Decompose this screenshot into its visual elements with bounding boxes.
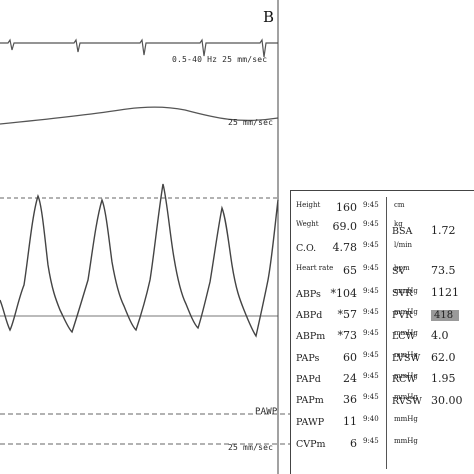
resp-speed-label: 25 mm/sec: [228, 118, 274, 127]
respiratory-trace: [0, 106, 279, 125]
ecg-speed-label: 0.5-40 Hz 25 mm/sec: [172, 55, 268, 64]
pressure-speed-label: 25 mm/sec: [228, 443, 274, 452]
pawp-channel-label: PAWP: [255, 407, 278, 417]
pvr-highlight: 418: [431, 310, 460, 321]
hemodynamic-panel: Height 160 9:45 cm Weght 69.0 9:45 kg C.O. 4.…: [290, 190, 474, 474]
pressure-trace: [0, 183, 279, 338]
panel-letter: B: [263, 8, 275, 26]
ecg-trace: [0, 38, 278, 58]
panel-divider: [386, 197, 387, 469]
